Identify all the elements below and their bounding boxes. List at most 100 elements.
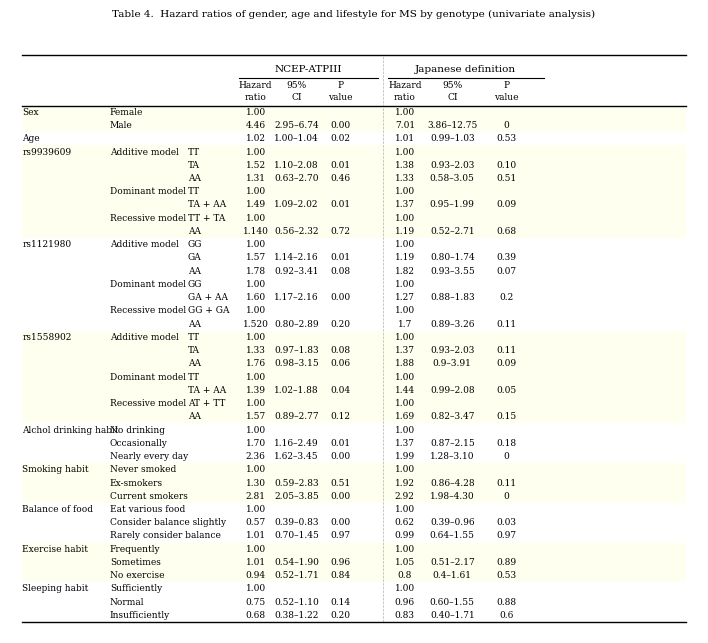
Text: Occasionally: Occasionally xyxy=(110,439,168,448)
Bar xyxy=(22,358,686,370)
Text: AA: AA xyxy=(188,359,201,368)
Text: 1.92: 1.92 xyxy=(395,478,415,487)
Text: 0.62: 0.62 xyxy=(395,518,415,527)
Text: 0.89–2.77: 0.89–2.77 xyxy=(274,412,319,421)
Text: 1.01: 1.01 xyxy=(246,558,266,567)
Text: 1.00: 1.00 xyxy=(395,307,415,316)
Text: 1.57: 1.57 xyxy=(246,253,266,262)
Text: 0.53: 0.53 xyxy=(496,134,517,143)
Text: Normal: Normal xyxy=(110,598,144,607)
Bar xyxy=(22,278,686,291)
Text: 1.00: 1.00 xyxy=(246,505,266,514)
Text: 0.87–2.15: 0.87–2.15 xyxy=(430,439,474,448)
Text: 0.00: 0.00 xyxy=(331,293,350,302)
Text: P
value: P value xyxy=(329,82,353,102)
Text: 0.04: 0.04 xyxy=(331,386,350,395)
Text: Nearly every day: Nearly every day xyxy=(110,452,188,461)
Text: 1.00: 1.00 xyxy=(395,426,415,435)
Text: Japanese definition: Japanese definition xyxy=(416,65,516,74)
Bar xyxy=(22,132,686,145)
Text: GG: GG xyxy=(188,280,202,289)
Bar xyxy=(22,105,686,119)
Text: 1.00: 1.00 xyxy=(246,545,266,554)
Text: Sufficiently: Sufficiently xyxy=(110,584,162,593)
Text: 1.00: 1.00 xyxy=(395,240,415,249)
Text: 1.78: 1.78 xyxy=(246,267,266,276)
Text: 0.92–3.41: 0.92–3.41 xyxy=(274,267,319,276)
Text: Dominant model: Dominant model xyxy=(110,187,186,196)
Text: 0.93–2.03: 0.93–2.03 xyxy=(430,346,474,355)
Text: 0.4–1.61: 0.4–1.61 xyxy=(433,571,472,580)
Text: 1.00: 1.00 xyxy=(395,584,415,593)
Bar xyxy=(22,344,686,358)
Text: 0.51: 0.51 xyxy=(331,478,350,487)
Text: TA: TA xyxy=(188,161,200,170)
Text: 1.98–4.30: 1.98–4.30 xyxy=(430,492,474,501)
Text: 0.11: 0.11 xyxy=(496,346,517,355)
Text: TT: TT xyxy=(188,147,200,156)
Text: 0.20: 0.20 xyxy=(331,320,350,329)
Text: Additive model: Additive model xyxy=(110,240,179,249)
Text: Sleeping habit: Sleeping habit xyxy=(23,584,88,593)
Text: 1.00: 1.00 xyxy=(395,108,415,117)
Text: 1.00: 1.00 xyxy=(246,240,266,249)
Text: 1.09–2.02: 1.09–2.02 xyxy=(274,201,319,210)
Text: AA: AA xyxy=(188,174,201,183)
Text: 4.46: 4.46 xyxy=(246,121,266,130)
Text: Age: Age xyxy=(23,134,40,143)
Text: 1.33: 1.33 xyxy=(395,174,415,183)
Bar xyxy=(22,424,686,437)
Text: 2.92: 2.92 xyxy=(395,492,415,501)
Text: 0.6: 0.6 xyxy=(499,611,514,620)
Text: 1.62–3.45: 1.62–3.45 xyxy=(274,452,319,461)
Text: 0.96: 0.96 xyxy=(331,558,350,567)
Text: 0.93–2.03: 0.93–2.03 xyxy=(430,161,474,170)
Text: 1.70: 1.70 xyxy=(246,439,266,448)
Text: 0.97–1.83: 0.97–1.83 xyxy=(274,346,319,355)
Text: Female: Female xyxy=(110,108,143,117)
Text: Recessive model: Recessive model xyxy=(110,399,186,408)
Text: 1.00: 1.00 xyxy=(395,372,415,381)
Text: 0.89–3.26: 0.89–3.26 xyxy=(430,320,474,329)
Text: 0.00: 0.00 xyxy=(331,492,350,501)
Bar xyxy=(22,172,686,185)
Text: 1.00: 1.00 xyxy=(395,147,415,156)
Bar xyxy=(22,489,686,503)
Text: Exercise habit: Exercise habit xyxy=(23,545,88,554)
Text: GG: GG xyxy=(188,240,202,249)
Text: TA: TA xyxy=(188,346,200,355)
Text: Dominant model: Dominant model xyxy=(110,372,186,381)
Text: 0.05: 0.05 xyxy=(496,386,517,395)
Text: 1.00: 1.00 xyxy=(246,399,266,408)
Text: 0.9–3.91: 0.9–3.91 xyxy=(433,359,472,368)
Text: AA: AA xyxy=(188,412,201,421)
Text: 0.84: 0.84 xyxy=(331,571,350,580)
Bar xyxy=(22,291,686,304)
Text: 1.520: 1.520 xyxy=(243,320,268,329)
Text: AA: AA xyxy=(188,320,201,329)
Text: 0.88–1.83: 0.88–1.83 xyxy=(430,293,474,302)
Bar xyxy=(22,199,686,212)
Text: AA: AA xyxy=(188,267,201,276)
Bar xyxy=(22,556,686,569)
Text: 95%
CI: 95% CI xyxy=(286,82,307,102)
Text: 1.52: 1.52 xyxy=(246,161,266,170)
Bar xyxy=(22,238,686,251)
Text: 0: 0 xyxy=(503,492,510,501)
Text: Recessive model: Recessive model xyxy=(110,213,186,222)
Text: 1.37: 1.37 xyxy=(395,346,415,355)
Text: 0.72: 0.72 xyxy=(331,227,350,236)
Text: 1.60: 1.60 xyxy=(246,293,266,302)
Text: Table 4.  Hazard ratios of gender, age and lifestyle for MS by genotype (univari: Table 4. Hazard ratios of gender, age an… xyxy=(113,10,595,19)
Text: Ex-smokers: Ex-smokers xyxy=(110,478,163,487)
Text: 0.59–2.83: 0.59–2.83 xyxy=(274,478,319,487)
Text: 0.11: 0.11 xyxy=(496,320,517,329)
Bar xyxy=(22,185,686,199)
Text: 1.57: 1.57 xyxy=(246,412,266,421)
Text: 1.10–2.08: 1.10–2.08 xyxy=(274,161,319,170)
Text: 0.94: 0.94 xyxy=(246,571,266,580)
Text: 0.89: 0.89 xyxy=(496,558,517,567)
Text: Additive model: Additive model xyxy=(110,147,179,156)
Text: 0.57: 0.57 xyxy=(246,518,266,527)
Text: TT: TT xyxy=(188,187,200,196)
